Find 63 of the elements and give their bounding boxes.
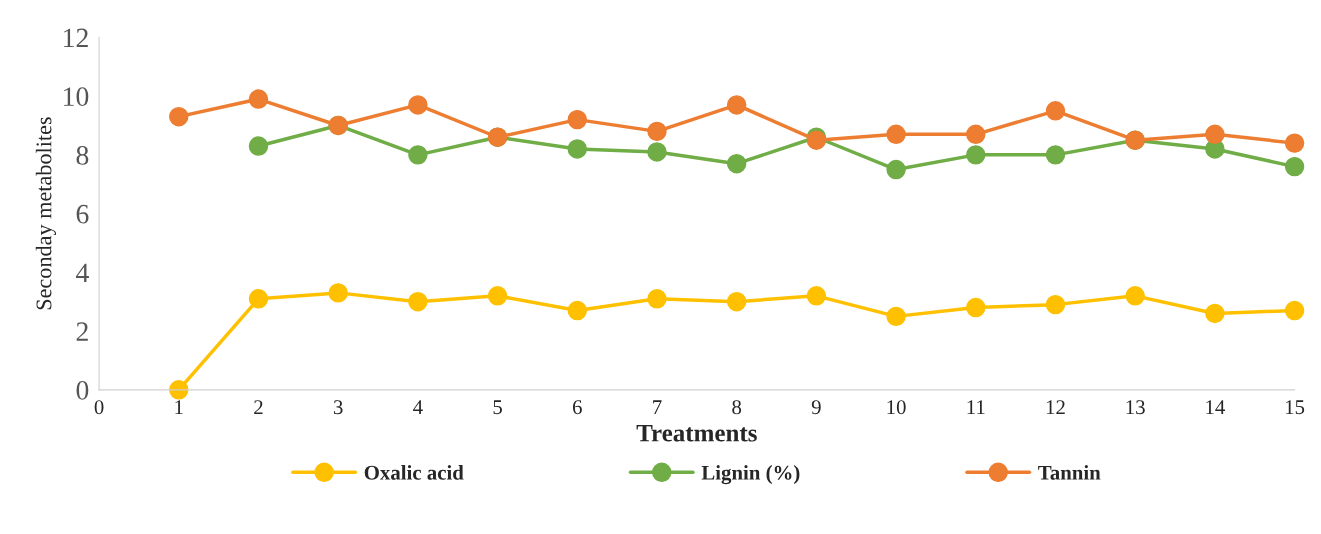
point bbox=[966, 297, 986, 318]
y-tick-label: 4 bbox=[76, 263, 89, 282]
point bbox=[966, 124, 986, 145]
x-tick-label: 14 bbox=[1206, 400, 1225, 414]
x-tick-label: 13 bbox=[1126, 400, 1145, 415]
point bbox=[408, 95, 428, 115]
point bbox=[487, 286, 508, 306]
y-tick-label: 10 bbox=[64, 87, 89, 107]
x-tick-label: 11 bbox=[967, 400, 985, 414]
x-tick-label: 15 bbox=[1286, 400, 1305, 415]
y-tick-label: 2 bbox=[76, 322, 88, 341]
x-tick-label: 6 bbox=[572, 400, 582, 415]
point bbox=[647, 142, 667, 162]
point bbox=[1045, 294, 1066, 315]
x-tick-label: 7 bbox=[653, 400, 662, 414]
point bbox=[726, 95, 747, 115]
x-tick-label: 12 bbox=[1046, 400, 1065, 414]
point bbox=[567, 300, 587, 321]
y-tick-label: 12 bbox=[64, 28, 88, 48]
point bbox=[966, 145, 986, 165]
point bbox=[248, 89, 269, 109]
x-tick-label: 0 bbox=[94, 400, 104, 415]
point bbox=[1045, 101, 1066, 121]
point bbox=[806, 286, 827, 306]
legend-label: Lignin (%) bbox=[701, 465, 800, 485]
point bbox=[567, 109, 587, 130]
point bbox=[1284, 133, 1305, 153]
x-tick-label: 10 bbox=[887, 400, 906, 415]
point bbox=[1125, 286, 1145, 306]
x-axis-title: Treatments bbox=[636, 424, 757, 442]
point bbox=[328, 283, 348, 303]
x-tick-label: 2 bbox=[254, 400, 263, 414]
point bbox=[169, 380, 189, 400]
point bbox=[886, 124, 906, 145]
point bbox=[886, 306, 906, 327]
y-tick-label: 0 bbox=[76, 380, 89, 400]
legend-label: Oxalic acid bbox=[364, 465, 464, 480]
point bbox=[1205, 124, 1225, 145]
x-tick-label: 5 bbox=[493, 400, 502, 415]
x-tick-label: 9 bbox=[811, 400, 821, 415]
point bbox=[726, 291, 747, 312]
point bbox=[1284, 156, 1305, 177]
point bbox=[726, 153, 747, 174]
point bbox=[647, 289, 667, 309]
point bbox=[1284, 300, 1305, 321]
point bbox=[408, 145, 428, 165]
point bbox=[886, 159, 906, 180]
y-axis-title: Seconday metabolites bbox=[35, 117, 57, 310]
x-tick-label: 3 bbox=[333, 400, 343, 415]
point bbox=[169, 106, 189, 127]
point bbox=[408, 291, 428, 312]
point bbox=[647, 121, 667, 142]
y-tick-label: 8 bbox=[76, 146, 89, 165]
point bbox=[567, 139, 587, 159]
x-tick-label: 4 bbox=[413, 400, 423, 414]
x-tick-label: 1 bbox=[175, 400, 183, 414]
point bbox=[1045, 145, 1066, 165]
x-tick-label: 8 bbox=[732, 400, 742, 415]
legend-label: Tannin bbox=[1038, 465, 1101, 480]
point bbox=[248, 289, 269, 309]
y-tick-label: 6 bbox=[76, 204, 89, 224]
point bbox=[248, 136, 269, 156]
point bbox=[1205, 303, 1225, 324]
